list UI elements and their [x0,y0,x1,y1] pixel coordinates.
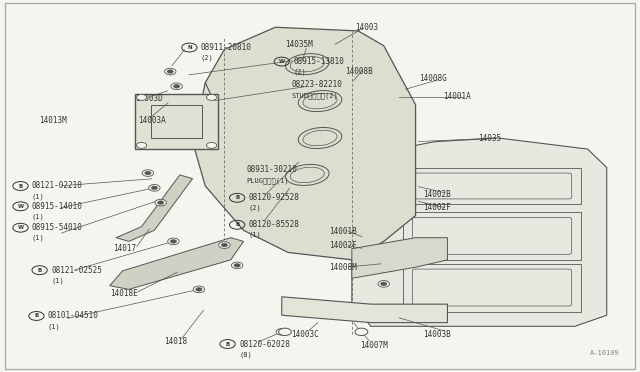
Text: 08223-82210: 08223-82210 [291,80,342,89]
Circle shape [164,68,176,75]
Polygon shape [116,175,193,241]
Text: 14003: 14003 [355,23,378,32]
Bar [403,212,581,260]
Text: (8): (8) [239,351,252,357]
Text: 14007M: 14007M [360,341,388,350]
Text: 14013M: 14013M [40,116,67,125]
Text: 08120-62028: 08120-62028 [239,340,290,349]
Text: 08915-13810: 08915-13810 [293,57,344,66]
Text: STUDスタッド(2): STUDスタッド(2) [291,92,338,99]
Circle shape [207,142,217,148]
Text: A-10109: A-10109 [589,350,620,356]
Text: 14035: 14035 [478,134,501,143]
Text: 08915-14010: 08915-14010 [32,202,83,211]
Circle shape [193,286,205,293]
Text: 14001B: 14001B [330,227,357,235]
Circle shape [381,282,387,286]
Text: B: B [35,314,38,318]
Circle shape [219,242,230,248]
Circle shape [136,94,147,100]
Circle shape [155,199,166,206]
Circle shape [173,84,180,88]
Text: 14003D: 14003D [135,94,163,103]
Circle shape [148,185,160,191]
Text: 14002F: 14002F [330,241,357,250]
Polygon shape [352,138,607,326]
Circle shape [207,94,217,100]
Text: 08911-20810: 08911-20810 [201,43,252,52]
FancyBboxPatch shape [135,94,218,149]
Text: (1): (1) [51,277,64,284]
Polygon shape [109,238,244,289]
Circle shape [276,328,287,335]
Text: 08121-02525: 08121-02525 [51,266,102,275]
Text: PLUGプラグ(1): PLUGプラグ(1) [246,177,289,184]
Text: W: W [17,225,24,230]
Text: B: B [235,222,239,227]
Circle shape [157,201,164,205]
Text: (1): (1) [48,323,61,330]
Text: (1): (1) [248,232,261,238]
Polygon shape [352,238,447,278]
Text: (2): (2) [248,205,261,211]
Circle shape [278,330,285,334]
Text: B: B [38,268,42,273]
Text: 14002B: 14002B [423,190,451,199]
Text: 14002F: 14002F [423,203,451,212]
Bar [403,167,581,205]
Text: 08101-04510: 08101-04510 [48,311,99,320]
Text: (1): (1) [32,193,45,200]
Text: (1): (1) [32,235,45,241]
Text: (2): (2) [293,69,306,75]
Polygon shape [193,27,415,260]
Circle shape [142,170,154,176]
Text: N: N [187,45,192,50]
Text: B: B [235,195,239,200]
Polygon shape [282,297,447,323]
Text: 08121-02210: 08121-02210 [32,182,83,190]
Text: B: B [19,183,22,189]
Text: 14008G: 14008G [419,74,447,83]
Circle shape [168,238,179,245]
Text: 14003C: 14003C [291,330,319,339]
Text: 08915-54010: 08915-54010 [32,223,83,232]
Circle shape [171,83,182,90]
Text: (1): (1) [32,214,45,220]
Circle shape [151,186,157,190]
Circle shape [196,288,202,291]
Text: 14001A: 14001A [443,92,471,101]
Text: W: W [17,204,24,209]
Circle shape [378,280,390,287]
Text: 14018: 14018 [164,337,187,346]
Text: W: W [278,59,285,64]
Text: 08120-92528: 08120-92528 [248,193,300,202]
Text: 14017: 14017 [113,244,136,253]
Text: 14008B: 14008B [346,67,373,76]
Text: 14003A: 14003A [138,116,166,125]
Circle shape [232,262,243,269]
Text: 08931-30210: 08931-30210 [246,165,298,174]
Circle shape [167,70,173,73]
Text: 14035M: 14035M [285,41,313,49]
Text: 14018E: 14018E [109,289,138,298]
Bar [151,105,202,138]
Text: 08120-85528: 08120-85528 [248,220,300,229]
Text: 14008M: 14008M [330,263,357,272]
Text: (2): (2) [201,55,214,61]
Text: 14003B: 14003B [423,330,451,339]
Circle shape [145,171,151,175]
Circle shape [234,263,241,267]
Text: B: B [225,341,230,347]
Circle shape [221,243,228,247]
Circle shape [355,328,368,336]
Bar [403,263,581,311]
Circle shape [136,142,147,148]
Circle shape [278,328,291,336]
Circle shape [170,240,177,243]
